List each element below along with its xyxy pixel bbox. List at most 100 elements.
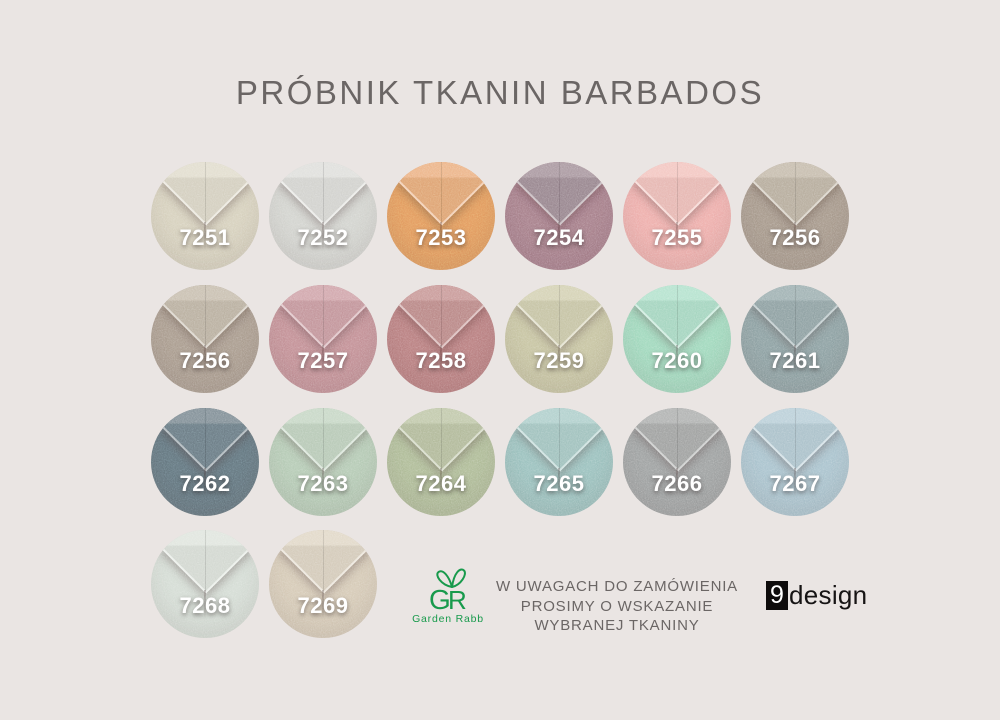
fabric-swatch-7265: 7265: [505, 408, 613, 516]
fabric-code-label: 7260: [651, 348, 703, 373]
swatch-row-3: 7262 7263 7264 7265: [151, 408, 849, 516]
fabric-circle: 7255: [623, 162, 731, 270]
fabric-circle: 7256: [151, 285, 259, 393]
fabric-circle: 7266: [623, 408, 731, 516]
fabric-circle: 7269: [269, 530, 377, 638]
ninedesign-logo: 9 design: [766, 580, 867, 610]
fabric-circle: 7252: [269, 162, 377, 270]
fabric-circle: 7268: [151, 530, 259, 638]
fabric-code-label: 7256: [179, 348, 231, 373]
cushion-corner-top: [631, 162, 725, 226]
cushion-corner-top: [277, 408, 371, 472]
fabric-code-label: 7261: [769, 348, 821, 373]
cushion-corner-top: [749, 285, 843, 349]
fabric-swatch-7253: 7253: [387, 162, 495, 270]
fabric-code-label: 7256: [769, 225, 821, 250]
fabric-circle: 7261: [741, 285, 849, 393]
fabric-swatch-7251: 7251: [151, 162, 259, 270]
swatch-row-1: 7251 7252 7253 7254: [151, 162, 849, 270]
cushion-corner-top: [631, 408, 725, 472]
ninedesign-logo-text: design: [789, 579, 868, 610]
fabric-code-label: 7252: [297, 225, 349, 250]
fabric-swatch-7260: 7260: [623, 285, 731, 393]
fabric-circle: 7251: [151, 162, 259, 270]
fabric-code-label: 7262: [179, 471, 231, 496]
fabric-swatch-7264: 7264: [387, 408, 495, 516]
cushion-corner-top: [159, 408, 253, 472]
order-note: W UWAGACH DO ZAMÓWIENIA PROSIMY O WSKAZA…: [487, 577, 747, 636]
fabric-code-label: 7265: [533, 471, 585, 496]
fabric-circle: 7264: [387, 408, 495, 516]
cushion-corner-top: [277, 285, 371, 349]
fabric-code-label: 7267: [769, 471, 821, 496]
cushion-corner-top: [513, 408, 607, 472]
fabric-swatch-7257: 7257: [269, 285, 377, 393]
garden-rabb-logo-mark: G R: [429, 568, 467, 612]
fabric-code-label: 7263: [297, 471, 349, 496]
fabric-swatch-7262: 7262: [151, 408, 259, 516]
cushion-corner-top: [159, 162, 253, 226]
fabric-code-label: 7258: [415, 348, 467, 373]
fabric-code-label: 7255: [651, 225, 703, 250]
fabric-circle: 7262: [151, 408, 259, 516]
cushion-corner-top: [159, 530, 253, 594]
fabric-swatch-7269: 7269: [269, 530, 377, 638]
cushion-corner-top: [395, 162, 489, 226]
fabric-swatch-7261: 7261: [741, 285, 849, 393]
fabric-circle: 7265: [505, 408, 613, 516]
page-title: PRÓBNIK TKANIN BARBADOS: [235, 74, 765, 111]
fabric-circle: 7253: [387, 162, 495, 270]
fabric-swatch-7268: 7268: [151, 530, 259, 638]
order-note-line-2: PROSIMY O WSKAZANIE: [520, 597, 714, 615]
fabric-code-label: 7268: [179, 593, 231, 618]
garden-rabb-logo: G R Garden Rabb: [410, 566, 486, 625]
fabric-swatch-7263: 7263: [269, 408, 377, 516]
cushion-corner-top: [749, 408, 843, 472]
fabric-circle: 7256: [741, 162, 849, 270]
fabric-code-label: 7259: [533, 348, 585, 373]
fabric-code-label: 7253: [415, 225, 467, 250]
cushion-corner-top: [631, 285, 725, 349]
garden-monogram-r: R: [448, 585, 467, 612]
fabric-swatch-7267: 7267: [741, 408, 849, 516]
fabric-circle: 7263: [269, 408, 377, 516]
cushion-corner-top: [513, 162, 607, 226]
ninedesign-logo-badge: 9: [766, 580, 788, 610]
cushion-corner-top: [395, 408, 489, 472]
order-note-line-1: W UWAGACH DO ZAMÓWIENIA: [495, 578, 738, 595]
garden-rabb-logo-text: Garden Rabb: [412, 613, 484, 625]
fabric-swatch-7266: 7266: [623, 408, 731, 516]
fabric-circle: 7259: [505, 285, 613, 393]
fabric-code-label: 7254: [533, 225, 585, 250]
fabric-code-label: 7257: [297, 348, 349, 373]
fabric-circle: 7258: [387, 285, 495, 393]
order-note-line-3: WYBRANEJ TKANINY: [534, 617, 700, 634]
fabric-swatch-7258: 7258: [387, 285, 495, 393]
fabric-swatch-7259: 7259: [505, 285, 613, 393]
swatch-row-2: 7256 7257 7258 7259: [151, 285, 849, 393]
fabric-circle: 7267: [741, 408, 849, 516]
swatch-row-4: 7268 7269: [151, 530, 377, 638]
cushion-corner-top: [277, 530, 371, 594]
fabric-swatch-7254: 7254: [505, 162, 613, 270]
fabric-circle: 7254: [505, 162, 613, 270]
rabbit-ear-right-icon: [451, 568, 466, 588]
rabbit-ear-left-icon: [436, 570, 453, 588]
cushion-corner-top: [395, 285, 489, 349]
fabric-code-label: 7251: [179, 225, 231, 250]
cushion-corner-top: [159, 285, 253, 349]
fabric-code-label: 7264: [415, 471, 467, 496]
fabric-swatch-7255: 7255: [623, 162, 731, 270]
fabric-code-label: 7266: [651, 471, 703, 496]
fabric-swatch-7256: 7256: [741, 162, 849, 270]
cushion-corner-top: [513, 285, 607, 349]
fabric-circle: 7260: [623, 285, 731, 393]
cushion-corner-top: [277, 162, 371, 226]
fabric-swatch-7252: 7252: [269, 162, 377, 270]
fabric-swatch-7256: 7256: [151, 285, 259, 393]
fabric-circle: 7257: [269, 285, 377, 393]
fabric-code-label: 7269: [297, 593, 349, 618]
garden-monogram-g: G: [429, 584, 451, 612]
cushion-corner-top: [749, 162, 843, 226]
